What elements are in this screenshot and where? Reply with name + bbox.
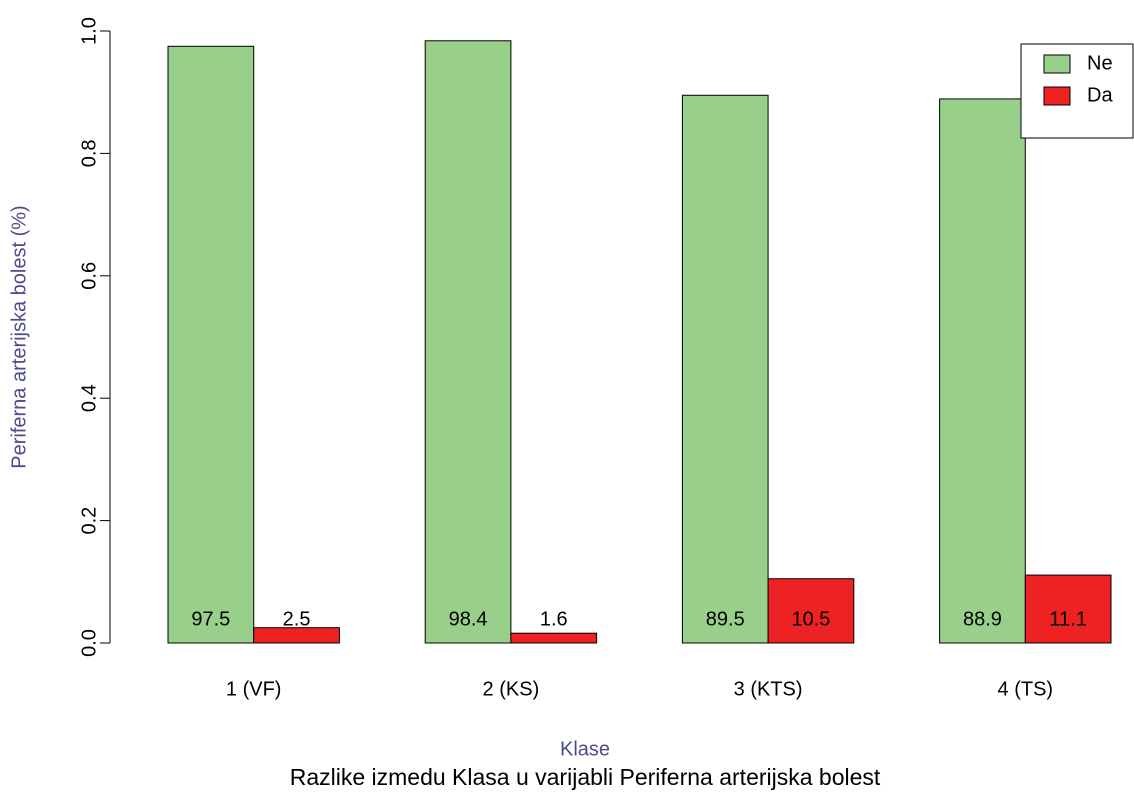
bar: [1024, 574, 1112, 644]
legend-label: Da: [1087, 84, 1113, 106]
y-tick-label: 0.4: [78, 384, 100, 412]
legend-swatch: [1043, 86, 1071, 106]
bar: [681, 94, 769, 644]
y-tick-label: 0.6: [78, 262, 100, 290]
y-tick-label: 0.8: [78, 139, 100, 167]
bar: [939, 98, 1026, 644]
value-label: 89.5: [706, 608, 745, 630]
value-label: 10.5: [791, 608, 830, 630]
value-label: 88.9: [963, 608, 1002, 630]
value-label: 98.4: [449, 608, 488, 630]
bar: [510, 632, 598, 644]
x-tick-label: 4 (TS): [998, 678, 1054, 700]
legend-label: Ne: [1087, 52, 1113, 74]
bar: [424, 40, 512, 644]
legend-box: [1020, 43, 1134, 139]
y-tick-label: 0.0: [78, 629, 100, 657]
legend-swatch: [1043, 54, 1071, 74]
value-label: 11.1: [1049, 608, 1086, 630]
bar: [767, 578, 855, 644]
x-axis-label: Klase: [560, 738, 610, 760]
value-label: 2.5: [283, 608, 311, 630]
y-tick-label: 1.0: [78, 17, 100, 45]
chart-title: Razlike izmedu Klasa u varijabli Perifer…: [290, 764, 881, 790]
value-label: 97.5: [191, 608, 230, 630]
y-tick-label: 0.2: [78, 507, 100, 535]
value-label: 1.6: [540, 608, 568, 630]
x-tick-label: 1 (VF): [226, 678, 282, 700]
bar: [253, 627, 340, 644]
bar: [167, 45, 255, 644]
x-tick-label: 2 (KS): [483, 678, 540, 700]
y-axis-label: Periferna arterijska bolest (%): [8, 205, 30, 468]
x-tick-label: 3 (KTS): [734, 678, 803, 700]
